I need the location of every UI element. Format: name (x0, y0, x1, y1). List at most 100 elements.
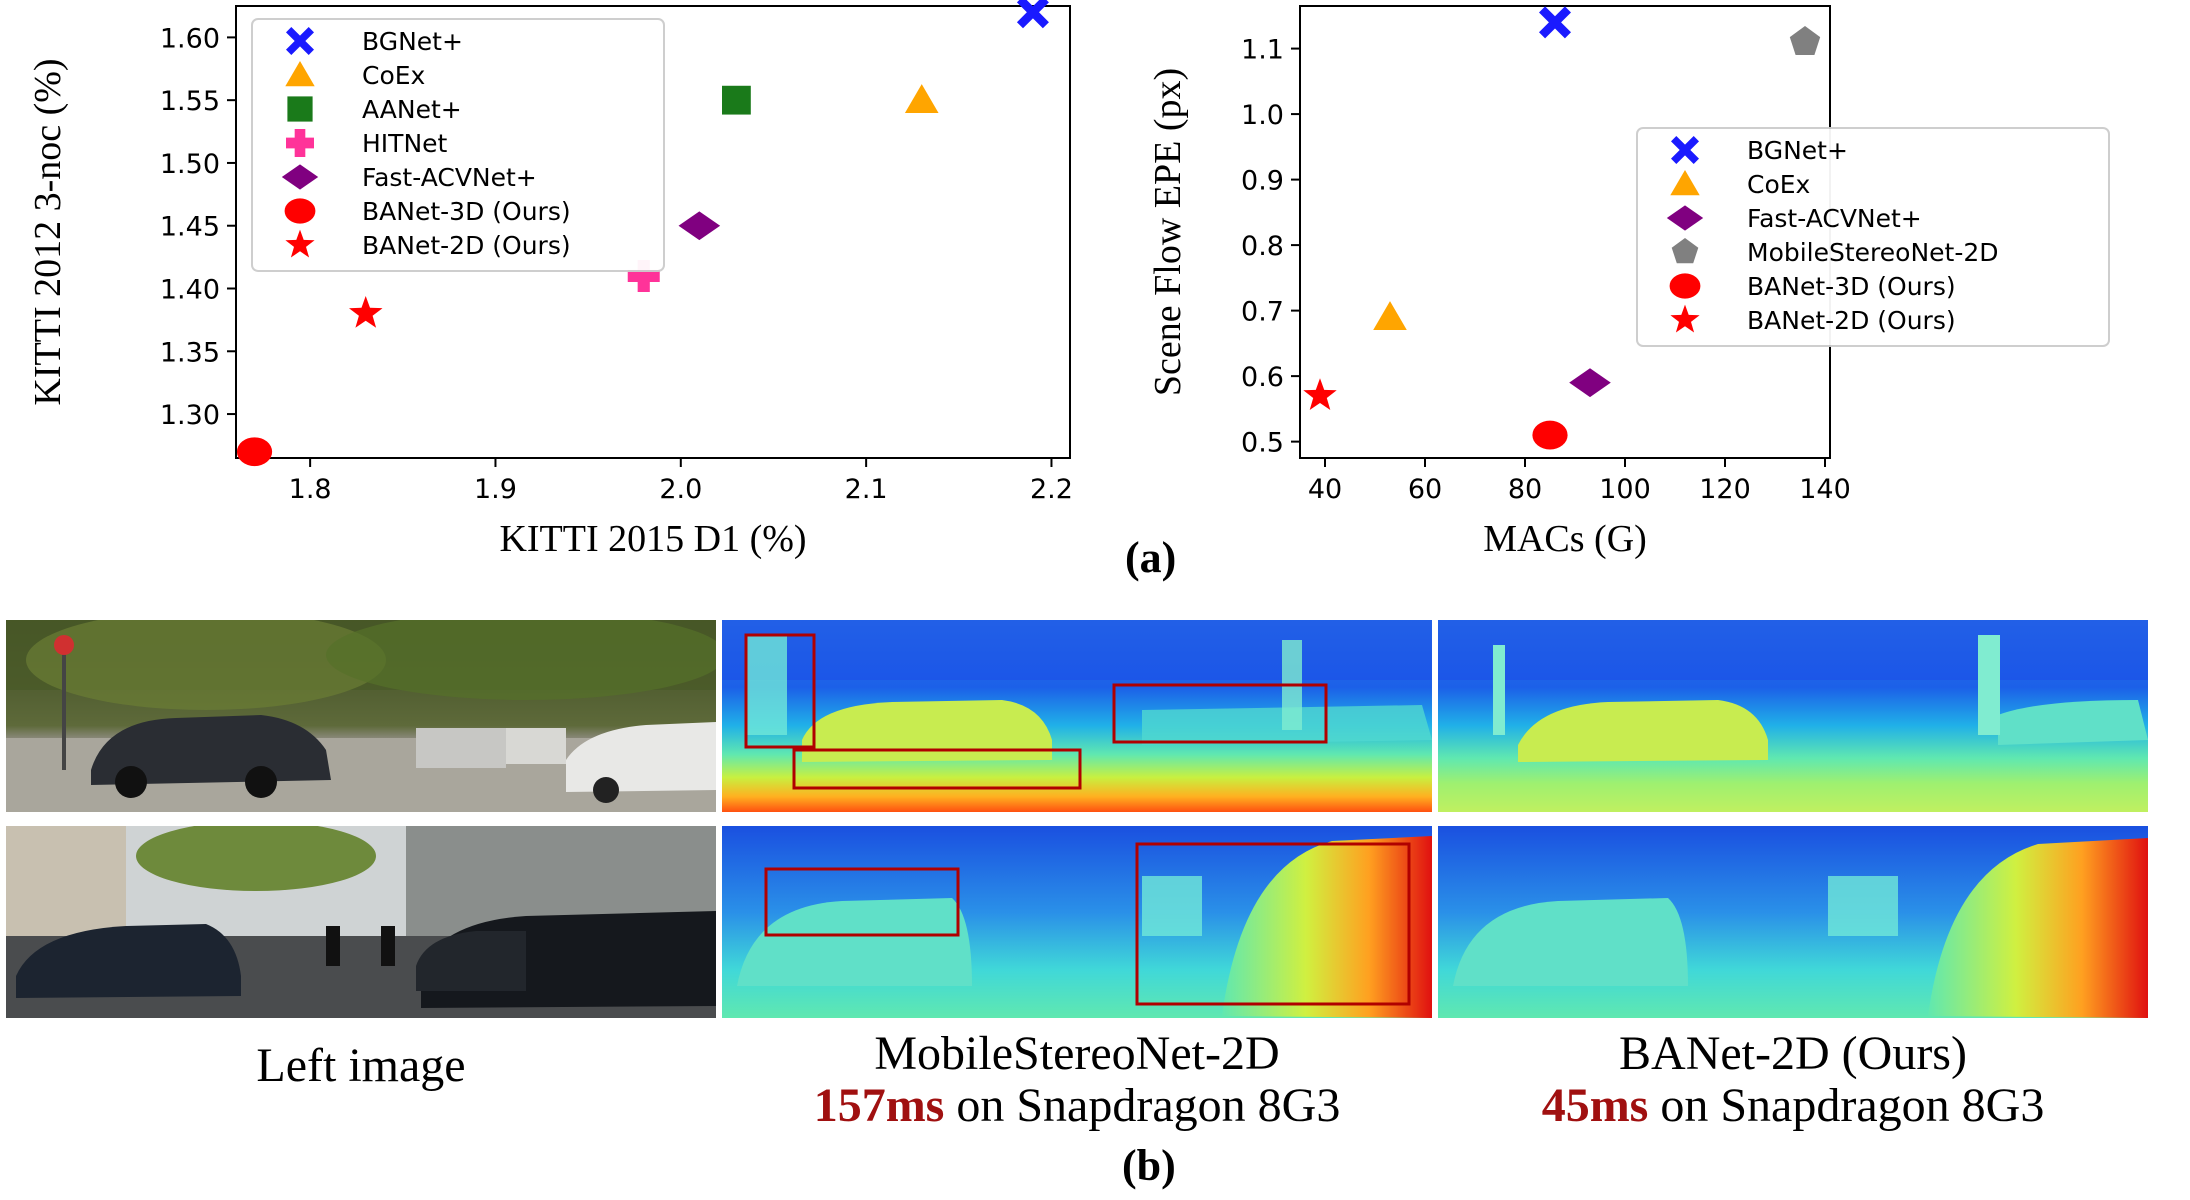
data-point-bgnet (1539, 6, 1571, 39)
timing-device: on Snapdragon 8G3 (1648, 1079, 2045, 1132)
y-tick-label: 0.5 (1241, 428, 1284, 459)
timing-device: on Snapdragon 8G3 (944, 1079, 1341, 1132)
disparity-map-banet-1 (1438, 620, 2148, 812)
data-point-banet-2d-ours (1303, 378, 1337, 410)
y-tick-label: 0.7 (1241, 297, 1284, 328)
legend-marker (1671, 238, 1699, 264)
x-tick-label: 1.9 (474, 474, 517, 505)
x-tick-label: 60 (1408, 474, 1442, 505)
y-tick-label: 1.60 (160, 23, 220, 54)
legend-label: CoEx (1747, 170, 1810, 199)
x-axis-label: KITTI 2015 D1 (%) (499, 518, 806, 560)
banet-title: BANet-2D (Ours) (1619, 1027, 1967, 1080)
y-tick-label: 1.30 (160, 400, 220, 431)
x-axis-label: MACs (G) (1483, 518, 1647, 560)
disparity-map-mobilestereonet-1 (722, 620, 1432, 812)
x-tick-label: 100 (1599, 474, 1651, 505)
x-tick-label: 120 (1699, 474, 1751, 505)
y-tick-label: 0.9 (1241, 166, 1284, 197)
plot-frame (235, 5, 1071, 459)
legend: BGNet+ CoEx AANet+ HITNet Fast-ACVNet+ BANet-… (251, 18, 665, 272)
legend-label: Fast-ACVNet+ (362, 163, 537, 192)
y-tick-label: 1.0 (1241, 100, 1284, 131)
highlight-box (744, 633, 816, 749)
left-image-street-1 (6, 620, 716, 812)
left-image-street-2 (6, 826, 716, 1018)
mobilestereonet-title: MobileStereoNet-2D (874, 1027, 1280, 1080)
data-point-hitnet (627, 259, 660, 292)
y-axis-label: Scene Flow EPE (px) (1147, 68, 1189, 396)
x-tick-label: 80 (1508, 474, 1542, 505)
legend-label: BANet-3D (Ours) (362, 197, 571, 226)
legend-marker (1671, 136, 1699, 164)
highlight-box (792, 748, 1082, 790)
y-tick-label: 1.45 (160, 212, 220, 243)
legend-label: BGNet+ (362, 27, 463, 56)
y-tick-label: 0.6 (1241, 362, 1284, 393)
panel-b-label: (b) (1122, 1141, 1176, 1190)
x-tick-label: 140 (1799, 474, 1851, 505)
banet-caption: BANet-2D (Ours) 45ms on Snapdragon 8G3 (1420, 1028, 2166, 1132)
legend-marker (1666, 205, 1704, 231)
legend-box (251, 18, 665, 272)
scatter-chart-sceneflow: 40 60 80 100 120 140 0.5 0.6 0.7 0.8 0.9 1.0 1.1 MACs… (1147, 5, 2110, 560)
y-tick-label: 1.40 (160, 275, 220, 306)
x-tick-label: 40 (1308, 474, 1342, 505)
legend-marker (287, 96, 313, 122)
y-axis-label: KITTI 2012 3-noc (%) (27, 58, 69, 405)
legend-marker (285, 229, 315, 258)
legend-label: CoEx (362, 61, 425, 90)
mobilestereonet-timing: 157ms on Snapdragon 8G3 (700, 1080, 1454, 1132)
scatter-chart-kitti: 1.8 1.9 2.0 2.1 2.2 1.30 1.35 1.40 1.45 1.50 1.55 1… (27, 0, 1073, 560)
data-point-banet-3d-ours (1532, 420, 1568, 450)
legend-label: Fast-ACVNet+ (1747, 204, 1922, 233)
highlight-box (764, 867, 960, 937)
timing-value: 45ms (1541, 1079, 1649, 1132)
highlight-box (1135, 842, 1411, 1006)
timing-value: 157ms (813, 1079, 945, 1132)
legend-box (1636, 127, 2110, 347)
legend-label: BANet-2D (Ours) (1747, 306, 1956, 335)
legend-label: BANet-2D (Ours) (362, 231, 571, 260)
legend-marker (286, 129, 314, 157)
legend-marker (281, 164, 319, 190)
left-image-caption: Left image (256, 1039, 466, 1092)
y-tick-label: 1.35 (160, 337, 220, 368)
y-tick-label: 0.8 (1241, 231, 1284, 262)
legend-marker (285, 61, 315, 87)
mobilestereonet-caption: MobileStereoNet-2D 157ms on Snapdragon 8… (700, 1028, 1454, 1132)
x-tick-label: 2.2 (1030, 474, 1073, 505)
y-tick-label: 1.1 (1241, 35, 1284, 66)
data-point-coex (1373, 301, 1407, 330)
legend-label: BGNet+ (1747, 136, 1848, 165)
data-point-aanet (722, 85, 751, 115)
data-point-fast-acvnet (1569, 368, 1611, 398)
legend-marker (286, 27, 314, 55)
legend-label: MobileStereoNet-2D (1747, 238, 1999, 267)
x-tick-label: 1.8 (289, 474, 332, 505)
legend-label: BANet-3D (Ours) (1747, 272, 1956, 301)
x-tick-label: 2.0 (659, 474, 702, 505)
panel-a-label: (a) (1125, 533, 1177, 582)
banet-timing: 45ms on Snapdragon 8G3 (1420, 1080, 2166, 1132)
legend-marker (1670, 304, 1700, 333)
data-point-banet-3d-ours (236, 437, 273, 467)
y-tick-label: 1.55 (160, 86, 220, 117)
data-point-fast-acvnet (678, 211, 721, 241)
legend: BGNet+ CoEx Fast-ACVNet+ MobileStereoNet-2D… (1636, 127, 2110, 347)
y-tick-label: 1.50 (160, 149, 220, 180)
x-tick-label: 2.1 (845, 474, 888, 505)
disparity-map-mobilestereonet-2 (722, 826, 1432, 1018)
data-point-bgnet (1016, 0, 1049, 29)
data-point-mobilestereonet-2d (1789, 26, 1821, 55)
legend-marker (284, 198, 316, 224)
data-point-coex (904, 84, 939, 113)
disparity-map-banet-2 (1438, 826, 2148, 1018)
legend-marker (1669, 273, 1701, 299)
legend-label: AANet+ (362, 95, 462, 124)
legend-label: HITNet (362, 129, 448, 158)
legend-marker (1670, 170, 1700, 196)
highlight-box (1112, 683, 1328, 744)
data-point-banet-2d-ours (349, 296, 383, 328)
